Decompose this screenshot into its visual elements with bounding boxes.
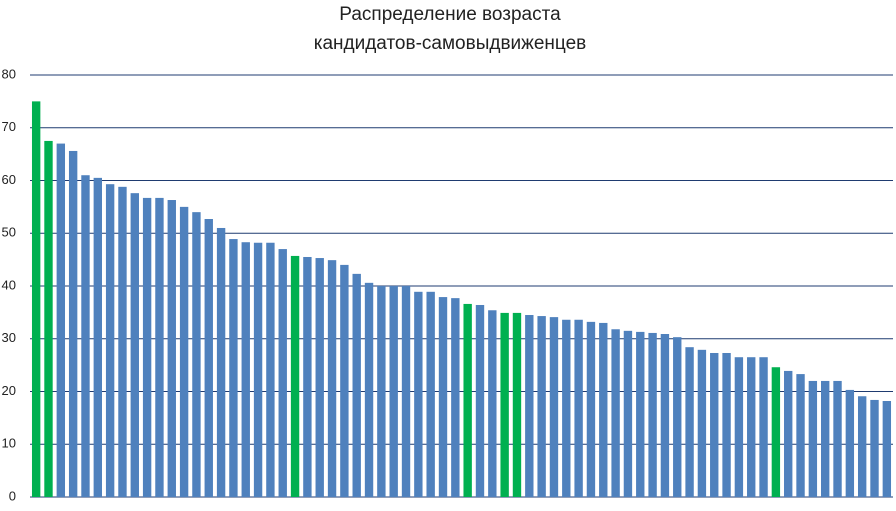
bar	[475, 304, 485, 497]
y-tick-label: 10	[2, 436, 16, 451]
bar	[537, 316, 546, 497]
bar	[389, 286, 398, 497]
bar	[81, 175, 90, 497]
bar	[278, 249, 287, 497]
bar	[562, 319, 571, 497]
bar	[796, 374, 805, 497]
bar	[401, 286, 411, 497]
bar	[463, 303, 472, 497]
bar	[192, 212, 201, 497]
bar	[734, 357, 744, 497]
bar	[315, 258, 324, 497]
bar	[266, 242, 275, 497]
y-tick-label: 50	[2, 225, 16, 240]
bar	[525, 315, 534, 497]
bar	[364, 282, 374, 497]
bar	[648, 332, 657, 497]
bar	[549, 317, 559, 497]
bar	[204, 219, 213, 497]
bar	[179, 206, 189, 497]
bar	[155, 197, 164, 497]
bar	[771, 367, 781, 497]
y-tick-label: 0	[9, 488, 16, 503]
bar	[303, 256, 312, 497]
bar	[377, 286, 386, 497]
bar	[512, 312, 522, 497]
y-tick-label: 80	[2, 66, 16, 81]
bar	[882, 400, 892, 497]
bar	[253, 242, 263, 497]
bar	[599, 322, 608, 497]
bar	[586, 321, 596, 497]
bar	[44, 140, 53, 497]
bar	[857, 396, 867, 497]
bar	[500, 312, 509, 497]
bar	[414, 291, 423, 497]
bar	[352, 273, 361, 497]
bar	[685, 347, 694, 497]
bar	[167, 200, 176, 497]
y-tick-label: 60	[2, 172, 16, 187]
bar	[290, 255, 300, 497]
y-tick-label: 70	[2, 119, 16, 134]
bar	[611, 329, 620, 497]
bar	[845, 389, 855, 497]
bar	[870, 399, 879, 497]
bar	[93, 177, 102, 498]
bar	[697, 349, 707, 497]
bar	[241, 242, 250, 497]
bar	[722, 352, 731, 497]
bar	[636, 331, 645, 497]
bar	[451, 298, 460, 497]
bar	[229, 239, 238, 498]
bar	[426, 291, 435, 497]
y-tick-label: 40	[2, 277, 16, 292]
bar	[340, 264, 349, 497]
chart-title: Распределение возраста	[339, 4, 561, 25]
bar	[759, 357, 768, 497]
bar	[438, 297, 448, 497]
bar	[130, 193, 139, 497]
bar	[710, 352, 719, 497]
chart-title: кандидатов-самовыдвиженцев	[314, 33, 587, 54]
bar	[784, 370, 793, 497]
y-tick-label: 30	[2, 330, 16, 345]
bar	[327, 260, 337, 497]
bar	[56, 143, 66, 497]
bar	[747, 357, 756, 497]
bar	[105, 184, 115, 497]
bar	[574, 319, 583, 497]
bar	[488, 310, 497, 497]
bar	[821, 380, 830, 497]
bar	[660, 334, 670, 497]
bar	[142, 197, 152, 497]
bar	[808, 380, 818, 497]
bar	[68, 150, 78, 497]
bar	[31, 101, 41, 497]
bar	[216, 227, 226, 497]
bar	[118, 186, 127, 497]
y-tick-label: 20	[2, 383, 16, 398]
bar	[623, 330, 633, 497]
bar	[833, 380, 842, 497]
bar	[673, 337, 682, 497]
